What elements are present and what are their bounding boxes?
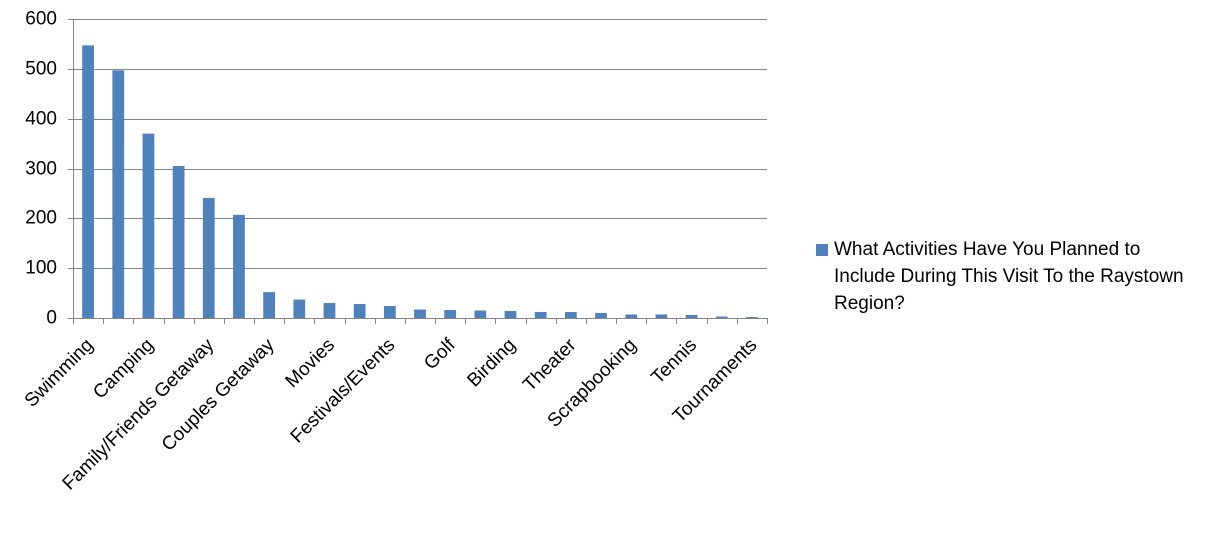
bar bbox=[625, 314, 638, 318]
legend: What Activities Have You Planned to Incl… bbox=[816, 236, 1206, 317]
bar bbox=[564, 312, 577, 318]
x-axis bbox=[68, 19, 768, 324]
x-category-label: Golf bbox=[420, 334, 460, 374]
bar bbox=[746, 317, 758, 318]
y-tick-label: 400 bbox=[25, 109, 57, 130]
x-category-label: Birding bbox=[463, 335, 520, 392]
bar bbox=[202, 197, 215, 318]
bar bbox=[414, 309, 426, 318]
bar bbox=[112, 70, 125, 318]
bar bbox=[474, 310, 487, 318]
legend-series-name: What Activities Have You Planned to Incl… bbox=[834, 239, 1184, 314]
bars bbox=[82, 45, 758, 318]
bar bbox=[323, 303, 336, 318]
bar bbox=[82, 45, 94, 318]
y-tick-label: 100 bbox=[25, 258, 57, 279]
bar bbox=[534, 312, 547, 318]
gridlines bbox=[73, 19, 767, 269]
bar bbox=[293, 299, 306, 318]
y-tick-label: 0 bbox=[46, 308, 57, 329]
y-tick-label: 300 bbox=[25, 159, 57, 180]
y-tick-label: 500 bbox=[25, 59, 57, 80]
bar bbox=[655, 314, 668, 318]
y-axis-tick-labels: 0 100 200 300 400 500 600 bbox=[25, 9, 57, 329]
bar bbox=[444, 310, 457, 318]
bar bbox=[142, 133, 155, 318]
x-category-label: Tennis bbox=[647, 335, 701, 389]
bar bbox=[685, 315, 698, 318]
x-category-label: Swimming bbox=[21, 335, 98, 412]
bar bbox=[353, 304, 366, 318]
bar bbox=[383, 306, 396, 318]
x-category-label: Festivals/Events bbox=[287, 335, 400, 448]
x-category-label: Movies bbox=[282, 335, 339, 392]
y-tick-label: 200 bbox=[25, 208, 57, 229]
x-category-label: Theater bbox=[519, 334, 581, 396]
y-tick-label: 600 bbox=[25, 9, 57, 30]
legend-swatch bbox=[816, 244, 828, 256]
x-category-label: Couples Getaway bbox=[158, 334, 279, 455]
bar bbox=[504, 311, 517, 318]
bar bbox=[172, 166, 185, 318]
bar bbox=[715, 316, 728, 318]
bar bbox=[595, 313, 607, 318]
bar bbox=[233, 214, 245, 318]
bar bbox=[263, 292, 276, 318]
